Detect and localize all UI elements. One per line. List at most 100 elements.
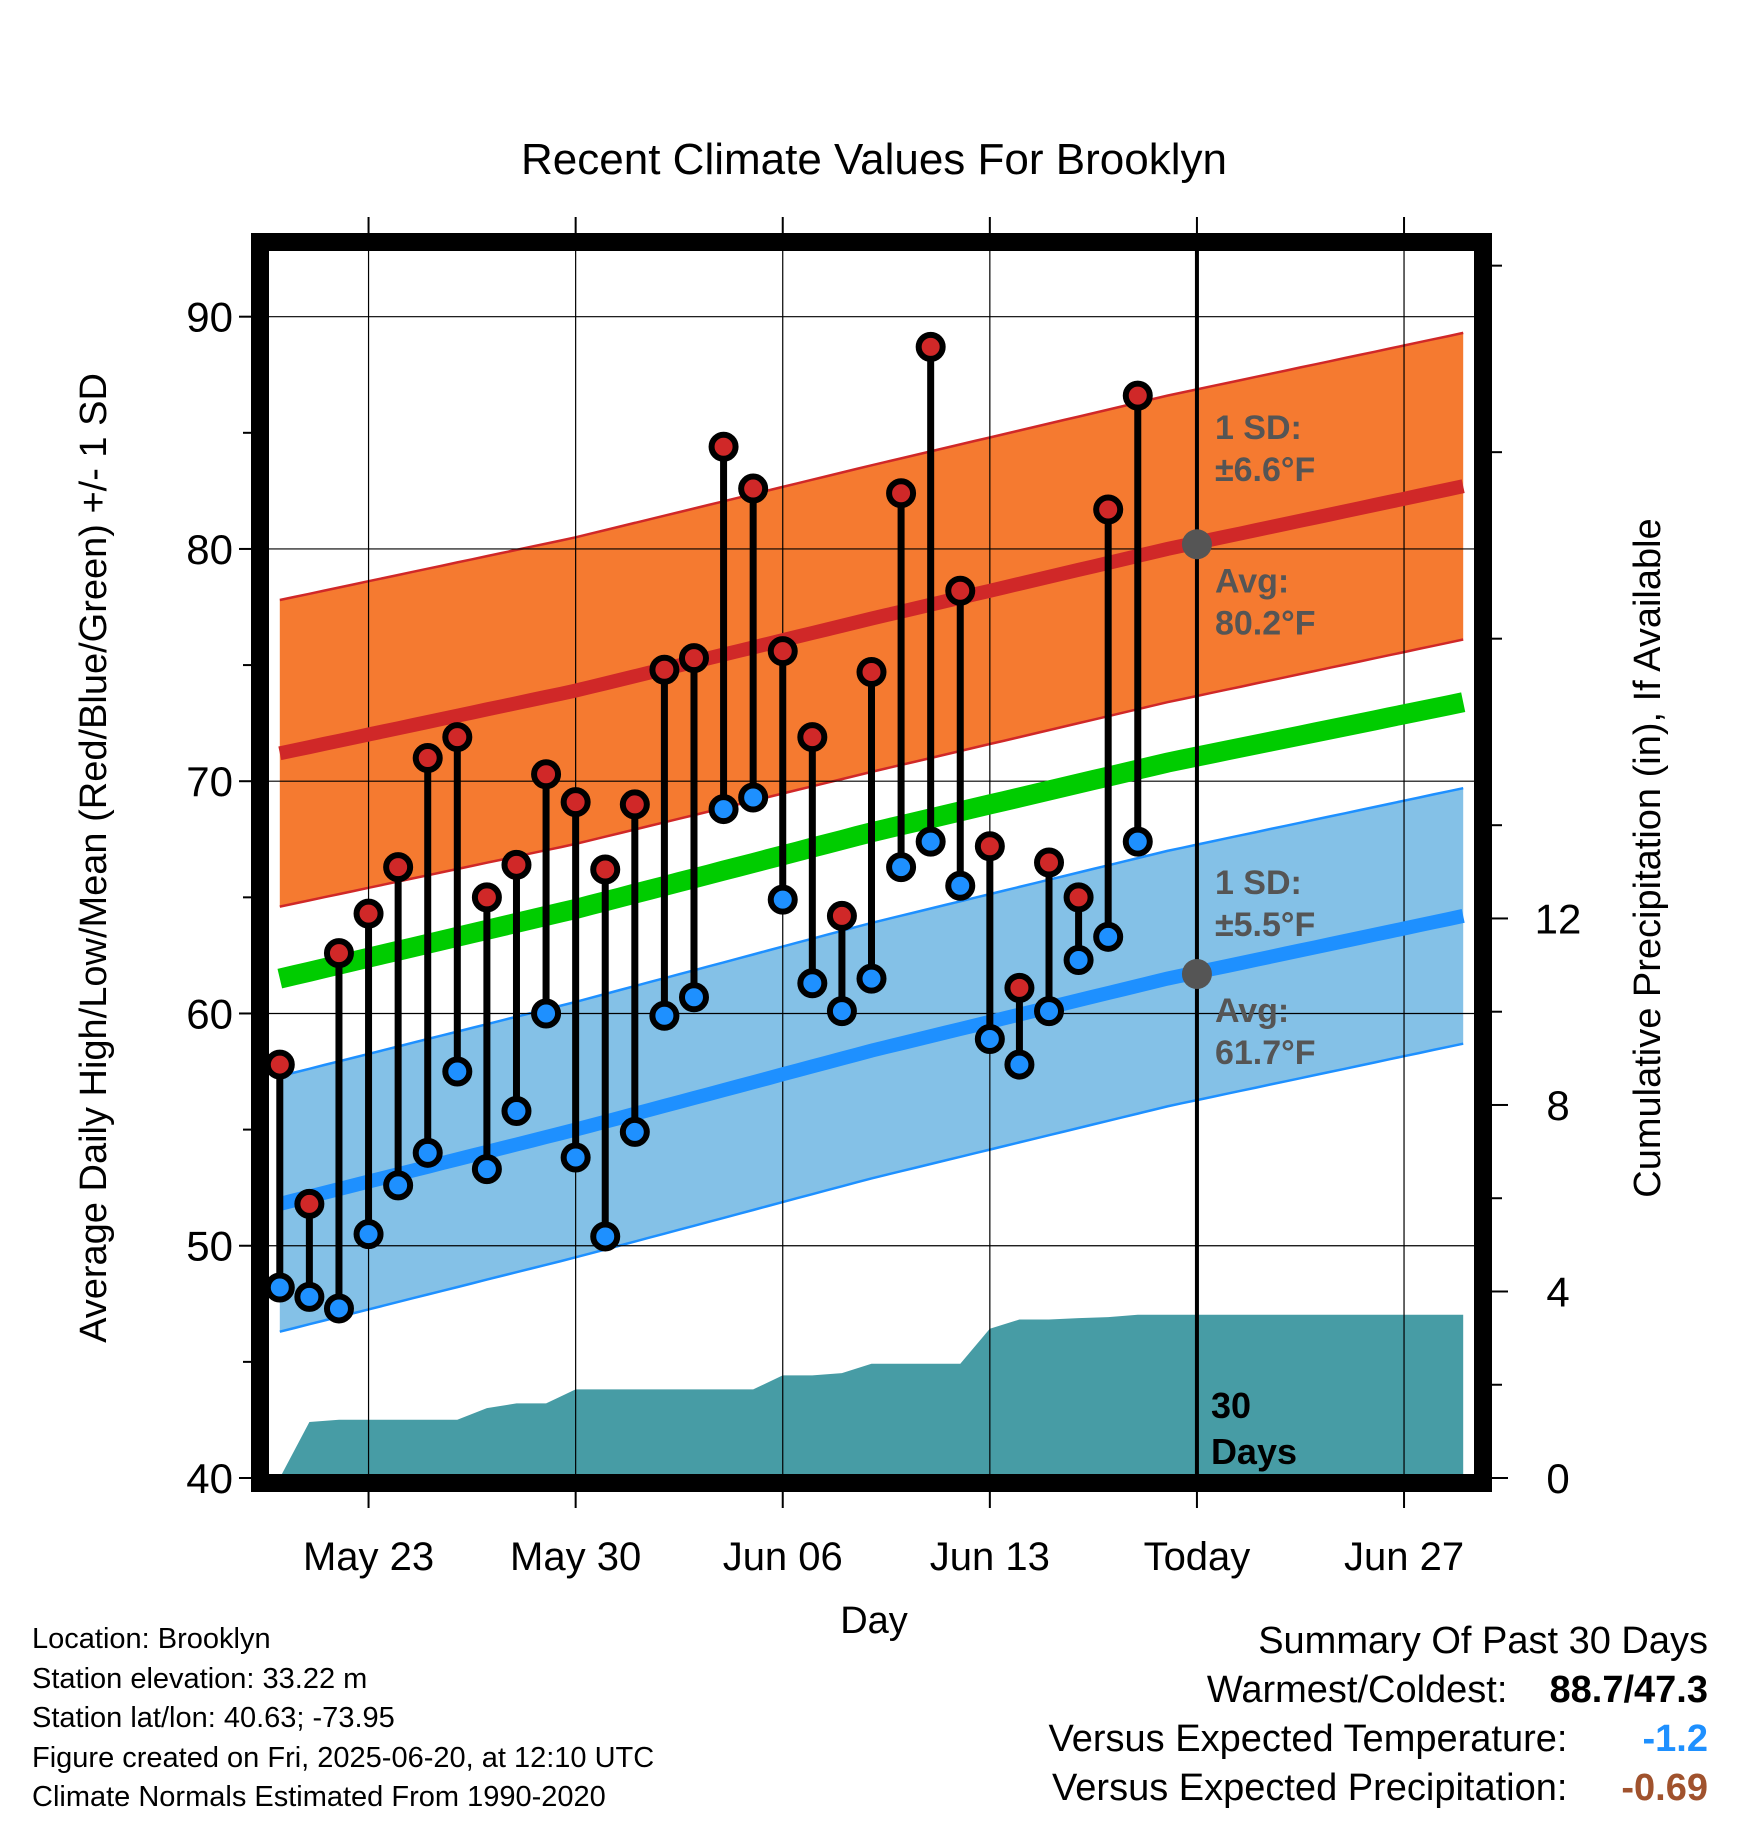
- daily-low-point: [945, 870, 976, 901]
- y-tick-label: 80: [186, 526, 233, 573]
- y-axis-label: Average Daily High/Low/Mean (Red/Blue/Gr…: [73, 373, 115, 1343]
- daily-high-point: [886, 478, 917, 509]
- daily-low-point: [619, 1116, 650, 1147]
- y2-tick-label: 8: [1546, 1082, 1569, 1129]
- created-text: Figure created on Fri, 2025-06-20, at 12…: [32, 1741, 655, 1774]
- chart-title: Recent Climate Values For Brooklyn: [521, 135, 1227, 184]
- daily-high-point: [264, 1049, 295, 1080]
- daily-high-point: [412, 742, 443, 773]
- daily-high-point: [1093, 494, 1124, 525]
- y-tick-label: 90: [186, 294, 233, 341]
- daily-high-point: [945, 575, 976, 606]
- y2-tick-label: 12: [1535, 895, 1582, 942]
- daily-low-point: [353, 1219, 384, 1250]
- daily-high-point: [915, 331, 946, 362]
- daily-low-point: [826, 996, 857, 1027]
- daily-low-point: [738, 782, 769, 813]
- low-sd-value: ±5.5°F: [1215, 906, 1315, 944]
- daily-low-point: [531, 998, 562, 1029]
- summary-temperature: Versus Expected Temperature: -1.2: [1049, 1715, 1708, 1764]
- daily-low-point: [797, 968, 828, 999]
- daily-low-point: [649, 1000, 680, 1031]
- daily-high-point: [738, 473, 769, 504]
- daily-low-point: [1063, 945, 1094, 976]
- days-label-number: 30: [1211, 1385, 1251, 1426]
- daily-low-point: [264, 1272, 295, 1303]
- daily-high-point: [856, 657, 887, 688]
- daily-high-point: [797, 722, 828, 753]
- daily-high-point: [974, 831, 1005, 862]
- daily-low-point: [383, 1170, 414, 1201]
- daily-low-point: [974, 1024, 1005, 1055]
- low-avg-value: 61.7°F: [1215, 1034, 1316, 1072]
- high-sd-value: ±6.6°F: [1215, 451, 1315, 489]
- daily-high-point: [560, 787, 591, 818]
- latlon-text: Station lat/lon: 40.63; -73.95: [32, 1702, 395, 1734]
- daily-low-point: [323, 1293, 354, 1324]
- daily-low-point: [412, 1137, 443, 1168]
- x-tick-label: May 23: [303, 1535, 434, 1579]
- warmest-coldest-value: 88.7/47.3: [1549, 1669, 1708, 1711]
- daily-high-point: [1034, 847, 1065, 878]
- days-label-word: Days: [1211, 1431, 1297, 1472]
- temp-departure-label: Versus Expected Temperature:: [1048, 1718, 1568, 1760]
- y2-tick-label: 4: [1546, 1268, 1569, 1315]
- daily-low-point: [442, 1056, 473, 1087]
- summary-precipitation: Versus Expected Precipitation: -0.69: [1049, 1764, 1708, 1813]
- daily-high-point: [649, 654, 680, 685]
- high-sd-upper-edge: [279, 331, 1464, 602]
- daily-low-point: [678, 982, 709, 1013]
- daily-low-point: [590, 1221, 621, 1252]
- x-tick-label: Jun 27: [1344, 1535, 1464, 1579]
- daily-high-point: [294, 1188, 325, 1219]
- daily-high-point: [708, 431, 739, 462]
- plot-area: 1 SD: ±6.6°F Avg: 80.2°F 1 SD: ±5.5°F Avg: 61.7…: [186, 217, 1581, 1579]
- daily-low-point: [886, 852, 917, 883]
- today-low-normal-marker: [1181, 958, 1212, 989]
- daily-low-point: [501, 1096, 532, 1127]
- daily-high-point: [442, 722, 473, 753]
- daily-high-point: [590, 854, 621, 885]
- x-tick-label: Jun 06: [723, 1535, 843, 1579]
- x-tick-label: May 30: [510, 1535, 641, 1579]
- summary-panel: Summary Of Past 30 Days Warmest/Coldest:…: [1049, 1617, 1708, 1813]
- daily-high-point: [353, 898, 384, 929]
- daily-low-point: [767, 884, 798, 915]
- summary-warmest-coldest: Warmest/Coldest: 88.7/47.3: [1049, 1666, 1708, 1715]
- y-tick-label: 60: [186, 990, 233, 1037]
- low-sd-lower-edge: [279, 1042, 1464, 1333]
- y2-tick-label: 0: [1546, 1455, 1569, 1502]
- x-tick-label: Today: [1144, 1535, 1251, 1579]
- x-tick-label: Jun 13: [930, 1535, 1050, 1579]
- y-tick-label: 40: [186, 1455, 233, 1502]
- daily-high-point: [1063, 882, 1094, 913]
- summary-heading: Summary Of Past 30 Days: [1258, 1620, 1708, 1662]
- y-tick-label: 70: [186, 758, 233, 805]
- daily-high-point: [1122, 380, 1153, 411]
- daily-low-point: [1093, 921, 1124, 952]
- daily-low-point: [560, 1142, 591, 1173]
- high-normal-line: [278, 479, 1465, 761]
- daily-low-point: [1034, 996, 1065, 1027]
- location-text: Location: Brooklyn: [32, 1623, 271, 1655]
- daily-high-point: [501, 849, 532, 880]
- high-sd-label: 1 SD:: [1215, 409, 1302, 447]
- daily-high-point: [531, 759, 562, 790]
- normals-text: Climate Normals Estimated From 1990-2020: [32, 1781, 606, 1813]
- precip-departure-value: -0.69: [1621, 1767, 1708, 1809]
- daily-high-point: [471, 882, 502, 913]
- y2-axis-label: Cumulative Precipitation (in), If Availa…: [1627, 518, 1669, 1197]
- low-avg-label: Avg:: [1215, 992, 1289, 1030]
- high-avg-label: Avg:: [1215, 562, 1289, 600]
- daily-high-point: [619, 789, 650, 820]
- daily-high-point: [826, 900, 857, 931]
- daily-high-point: [767, 636, 798, 667]
- station-info: Location: Brooklyn Station elevation: 33…: [32, 1620, 654, 1818]
- daily-high-point: [323, 938, 354, 969]
- temp-departure-value: -1.2: [1642, 1718, 1708, 1760]
- daily-low-point: [1004, 1049, 1035, 1080]
- low-sd-label: 1 SD:: [1215, 864, 1302, 902]
- low-normal-line: [278, 909, 1465, 1211]
- today-high-normal-marker: [1181, 529, 1212, 560]
